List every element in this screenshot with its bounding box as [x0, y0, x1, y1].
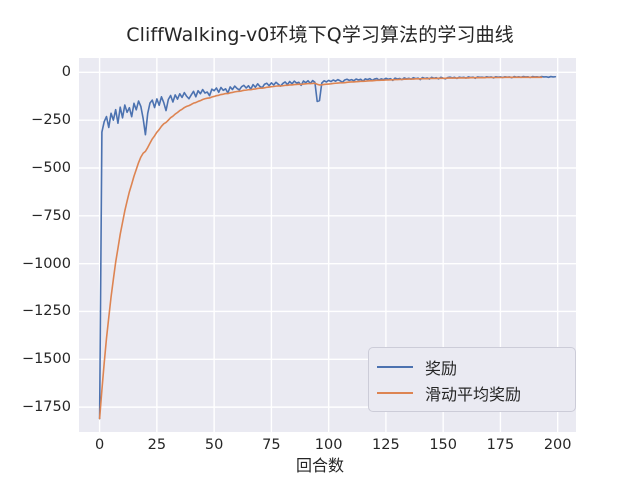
y-tick-label: −500	[31, 160, 71, 176]
x-tick-label: 0	[94, 437, 105, 453]
y-tick-label: −1000	[21, 255, 71, 272]
y-tick-label: −1500	[21, 351, 71, 368]
x-tick-label: 175	[486, 437, 515, 453]
x-tick-label: 75	[262, 437, 281, 453]
legend-item-moving-average: 滑动平均奖励	[377, 380, 565, 406]
y-tick-label: −1750	[21, 399, 71, 416]
legend-label-moving-average: 滑动平均奖励	[425, 385, 522, 404]
series-lines	[98, 75, 557, 420]
legend-swatch-reward	[377, 366, 413, 368]
y-tick-label: −1250	[21, 303, 71, 320]
x-tick-label: 125	[372, 437, 400, 453]
legend-label-reward: 奖励	[425, 359, 458, 378]
chart-title: CliffWalking-v0环境下Q学习算法的学习曲线	[126, 24, 514, 46]
x-axis-label: 回合数	[295, 456, 344, 475]
legend-swatch-moving-average	[377, 392, 413, 394]
x-tick-label: 200	[543, 437, 572, 453]
y-tick-label: −250	[31, 112, 71, 129]
y-tick-label: 0	[61, 64, 71, 81]
x-tick-label: 25	[147, 437, 167, 453]
series-line-moving-average	[98, 76, 543, 420]
x-tick-label: 100	[314, 437, 343, 453]
x-tick-label: 150	[429, 437, 457, 453]
legend-item-reward: 奖励	[377, 354, 565, 380]
y-tick-label: −750	[31, 207, 71, 224]
x-tick-label: 50	[204, 437, 224, 453]
chart-legend: 奖励 滑动平均奖励	[368, 347, 576, 412]
